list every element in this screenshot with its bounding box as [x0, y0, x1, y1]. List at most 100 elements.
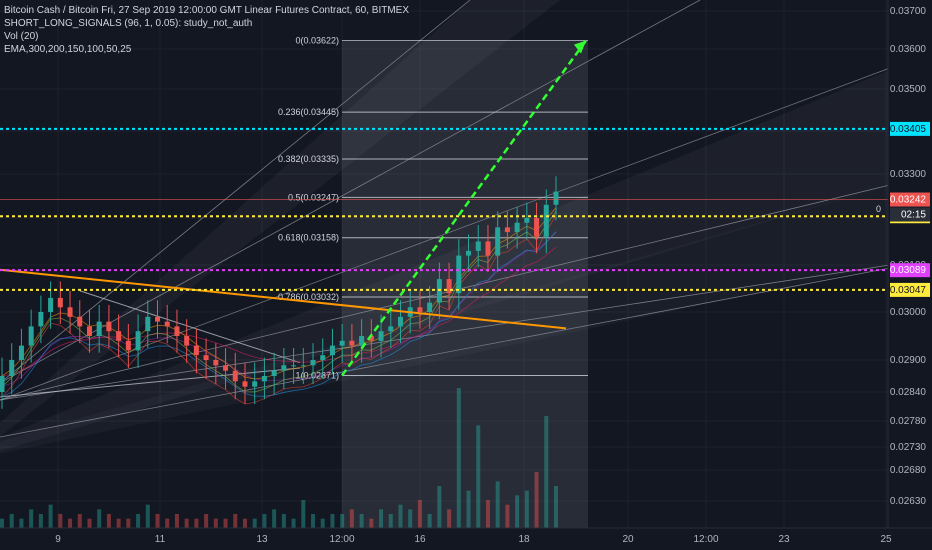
fib-level-label: 0.236(0.03445) — [278, 107, 339, 117]
candle-body — [329, 345, 335, 356]
volume-bar — [281, 514, 286, 528]
price-tick-label: 0.03500 — [890, 84, 927, 95]
fib-level-label: 0.786(0.03032) — [278, 292, 339, 302]
volume-bar — [359, 514, 364, 528]
volume-bar — [349, 509, 354, 528]
ema-line — [1, 231, 557, 398]
fan-line — [0, 267, 891, 438]
candle-body — [223, 365, 229, 371]
candle-body — [116, 331, 122, 341]
candle-body — [38, 312, 44, 327]
ema-line — [1, 207, 557, 380]
volume-bar — [534, 472, 539, 528]
study-volume[interactable]: Vol (20) — [4, 31, 39, 42]
price-tag-label: 0.03089 — [890, 265, 927, 276]
volume-bar — [204, 514, 209, 528]
study-short-long-signals[interactable]: SHORT_LONG_SIGNALS (96, 1, 0.05): study_… — [4, 18, 253, 29]
candle-body — [504, 227, 510, 233]
projection-box — [342, 42, 588, 528]
candle-body — [203, 355, 209, 360]
time-tick-label: 13 — [256, 534, 268, 545]
volume-bar — [272, 509, 277, 528]
volume-bar — [466, 490, 471, 528]
triangle-lower — [0, 367, 301, 398]
candle-body — [397, 316, 403, 327]
price-tag-label: 0.03242 — [890, 195, 927, 206]
candle-body — [417, 307, 423, 312]
candle-body — [485, 241, 491, 256]
volume-bar — [427, 514, 432, 528]
orange-trendline — [0, 268, 567, 330]
fan-line — [0, 67, 891, 401]
study-ema[interactable]: EMA,300,200,150,100,50,25 — [4, 44, 132, 55]
volume-bar — [320, 518, 325, 528]
volume-bar — [0, 518, 4, 528]
candle-body — [495, 227, 501, 256]
volume-bar — [77, 514, 82, 528]
volume-bar — [262, 514, 267, 528]
ema-line — [1, 211, 557, 393]
candle-body — [291, 365, 297, 367]
candle-body — [0, 376, 5, 392]
volume-bar — [379, 509, 384, 528]
ema-line — [1, 246, 557, 377]
volume-bar — [437, 486, 442, 528]
price-tag-magenta — [890, 263, 930, 278]
volume-bar — [408, 509, 413, 528]
price-tag-label: 0.03047 — [890, 285, 927, 296]
symbol-title[interactable]: Bitcoin Cash / Bitcoin Fri, 27 Sep 2019 … — [4, 5, 410, 16]
volume-bar — [524, 490, 529, 528]
price-tick-label: 0.03000 — [890, 307, 927, 318]
candle-body — [232, 370, 238, 382]
fan-line — [0, 264, 891, 401]
volume-bar — [174, 514, 179, 528]
volume-bar — [29, 509, 34, 528]
candle-body — [67, 307, 73, 317]
candle-body — [553, 191, 559, 205]
countdown-tag — [890, 207, 930, 222]
price-tick-label: 0.02630 — [890, 496, 927, 507]
candle-body — [164, 321, 170, 327]
volume-bar — [97, 509, 102, 528]
candle-body — [271, 370, 277, 376]
candle-body — [368, 336, 374, 341]
volume-bar — [476, 425, 481, 528]
volume-bar — [301, 500, 306, 528]
price-tick-label: 0.02730 — [890, 442, 927, 453]
candle-body — [320, 355, 326, 360]
price-tag-label: 0.03405 — [890, 124, 927, 135]
volume-bar — [184, 518, 189, 528]
volume-bar — [330, 514, 335, 528]
volume-bar — [58, 514, 63, 528]
price-tick-label: 0.02780 — [890, 416, 927, 427]
candle-body — [349, 340, 355, 346]
candle-body — [48, 297, 54, 312]
fan-line — [0, 184, 891, 401]
candle-body — [9, 360, 15, 376]
volume-bar — [369, 518, 374, 528]
volume-bar — [19, 518, 24, 528]
candle-body — [184, 336, 190, 346]
volume-bar — [311, 514, 316, 528]
volume-bar — [87, 518, 92, 528]
candle-body — [543, 204, 549, 237]
time-tick-label: 12:00 — [329, 534, 354, 545]
fib-zero-marker: 0 — [876, 204, 881, 214]
candle-body — [524, 218, 530, 223]
volume-bar — [417, 500, 422, 528]
candle-body — [281, 365, 287, 371]
fib-level-label: 0.618(0.03158) — [278, 233, 339, 243]
candle-body — [466, 250, 472, 256]
time-tick-label: 20 — [622, 534, 634, 545]
candle-body — [300, 365, 306, 367]
volume-bar — [398, 504, 403, 528]
candle-body — [77, 316, 83, 327]
fan-zone-3 — [0, 185, 890, 454]
candle-body — [125, 340, 131, 351]
countdown-label: 02:15 — [901, 210, 926, 221]
price-tag-yellow — [890, 282, 930, 297]
candle-body — [57, 297, 63, 308]
price-tick-label: 0.02680 — [890, 465, 927, 476]
